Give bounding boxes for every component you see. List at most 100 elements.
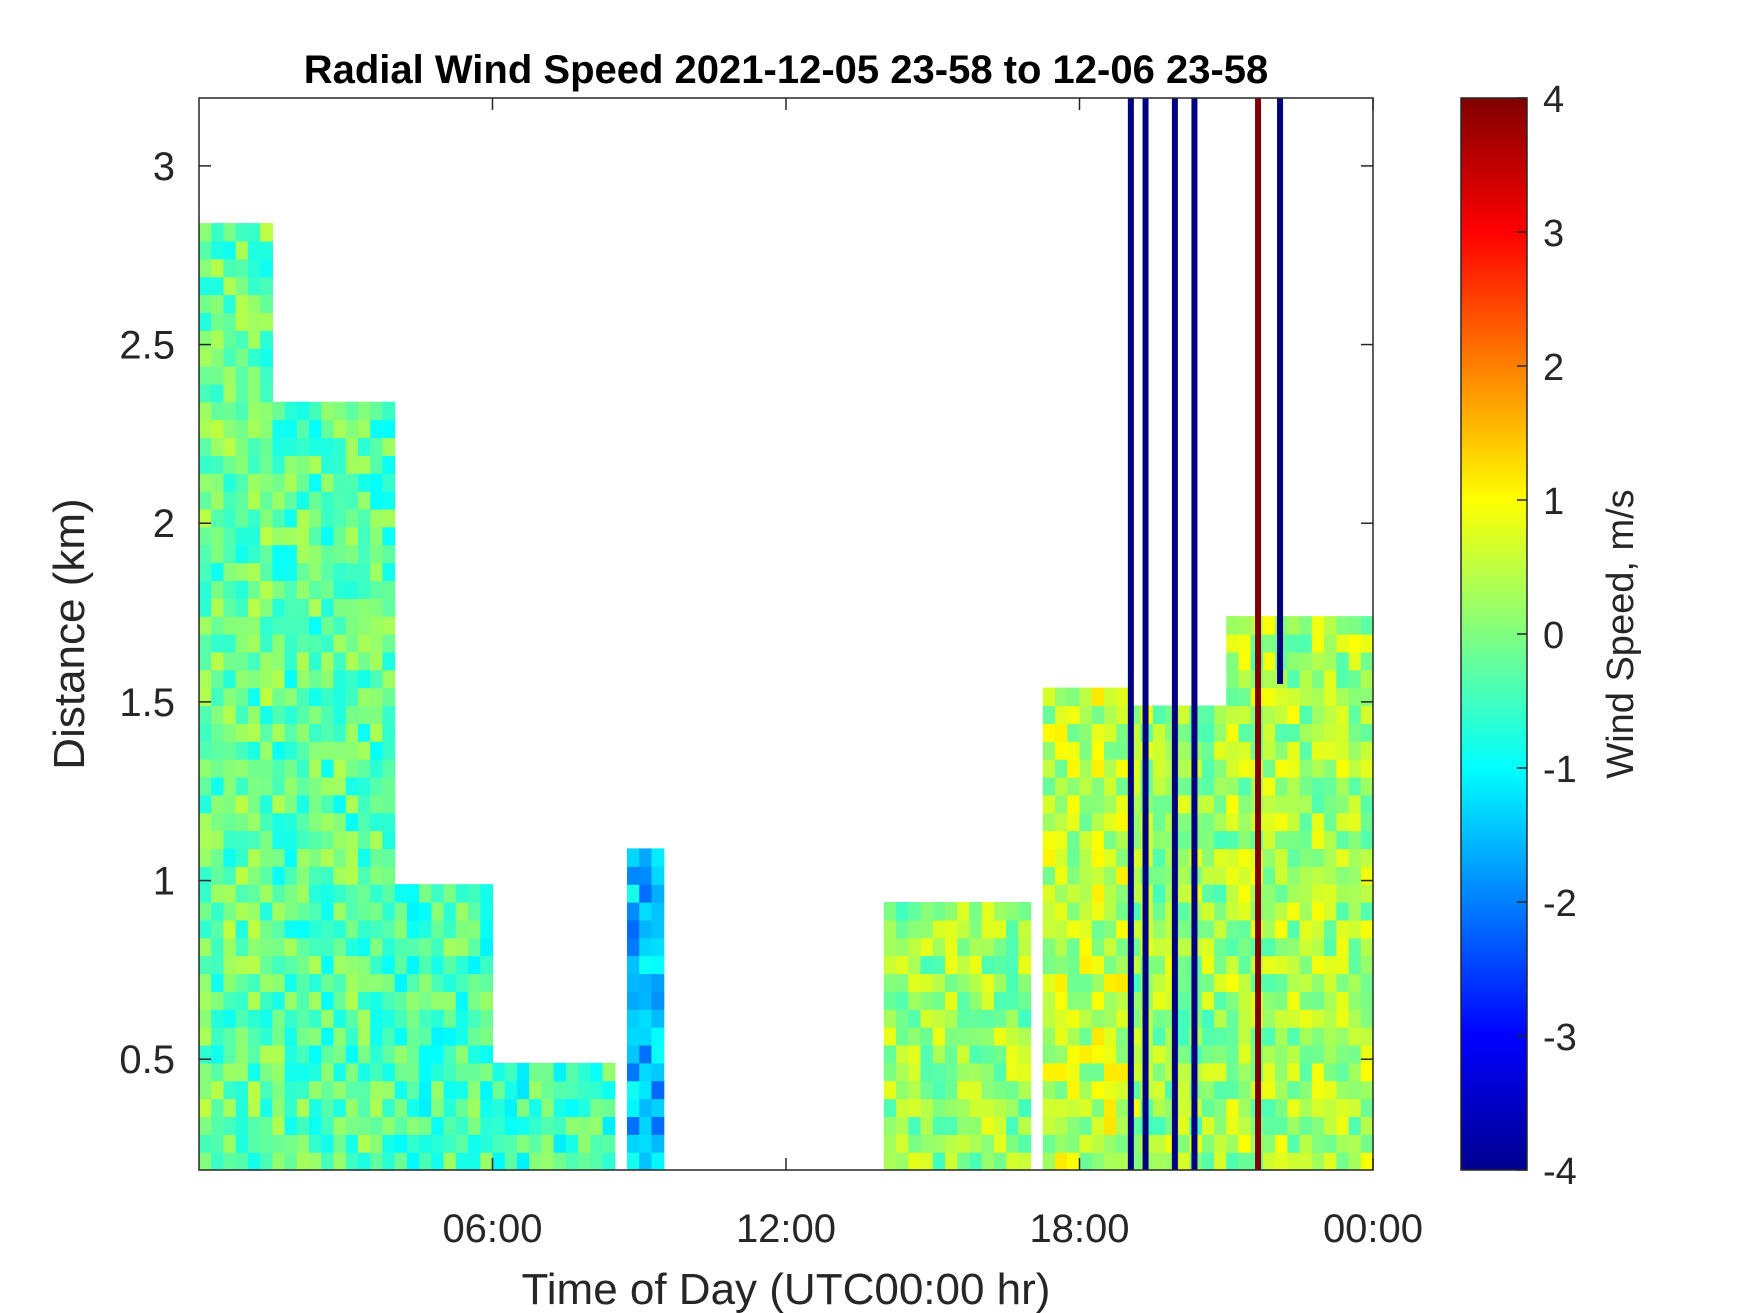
heatmap-cell (247, 1098, 261, 1117)
heatmap-cell (247, 455, 261, 474)
heatmap-cell (296, 491, 310, 510)
heatmap-cell (247, 669, 261, 689)
heatmap-cell (1336, 705, 1350, 724)
heatmap-cell (296, 830, 310, 849)
heatmap-cell (1226, 812, 1240, 832)
heatmap-cell (321, 651, 335, 671)
heatmap-cell (1348, 1027, 1362, 1046)
heatmap-cell (896, 937, 909, 957)
heatmap-cell (406, 1080, 420, 1100)
heatmap-cell (211, 383, 225, 403)
heatmap-cell (272, 616, 286, 635)
heatmap-cell (1042, 848, 1056, 867)
heatmap-cell (223, 580, 237, 599)
heatmap-cell (382, 741, 396, 760)
heatmap-cell (1055, 723, 1068, 742)
heatmap-cell (382, 401, 396, 421)
heatmap-cell (357, 812, 371, 832)
heatmap-cell (1091, 1062, 1105, 1082)
heatmap-cell (272, 1116, 286, 1135)
heatmap-cell (345, 973, 359, 992)
heatmap-cell (1262, 1116, 1276, 1135)
heatmap-cell (1287, 1116, 1301, 1135)
heatmap-cell (578, 1098, 591, 1117)
heatmap-cell (1311, 776, 1325, 796)
heatmap-cell (1226, 919, 1240, 939)
heatmap-cell (333, 973, 347, 992)
heatmap-cell (406, 884, 420, 903)
heatmap-cell (211, 794, 225, 814)
heatmap-cell (419, 1134, 432, 1153)
heatmap-cell (260, 348, 273, 367)
heatmap-cell (1262, 1098, 1276, 1117)
heatmap-cell (345, 562, 359, 581)
heatmap-cell (235, 902, 249, 921)
heatmap-cell (357, 634, 371, 653)
heatmap-cell (419, 1044, 432, 1064)
heatmap-cell (431, 1062, 445, 1082)
heatmap-cell (1055, 759, 1068, 778)
heatmap-cell (1348, 937, 1362, 957)
heatmap-cell (1336, 634, 1350, 653)
heatmap-cell (357, 1134, 371, 1153)
heatmap-cell (419, 919, 432, 939)
heatmap-cell (480, 902, 494, 921)
heatmap-cell (284, 1134, 298, 1153)
heatmap-cell (345, 812, 359, 832)
heatmap-cell (1116, 759, 1130, 778)
heatmap-cell (296, 902, 310, 921)
heatmap-cell (1018, 955, 1032, 975)
heatmap-cell (480, 955, 494, 975)
heatmap-cell (1262, 919, 1276, 939)
heatmap-cell (1348, 884, 1362, 903)
heatmap-cell (199, 1027, 212, 1046)
heatmap-cell (1091, 687, 1105, 707)
heatmap-cell (211, 616, 225, 635)
heatmap-cell (1287, 776, 1301, 796)
heatmap-cell (1152, 973, 1166, 992)
heatmap-cell (1067, 884, 1081, 903)
heatmap-cell (896, 955, 909, 975)
heatmap-cell (1177, 1062, 1191, 1082)
heatmap-cell (1360, 759, 1373, 778)
heatmap-cell (247, 759, 261, 778)
heatmap-cell (321, 1062, 335, 1082)
heatmap-cell (1262, 812, 1276, 832)
heatmap-cell (357, 1044, 371, 1064)
heatmap-cell (1042, 1027, 1056, 1046)
heatmap-cell (896, 919, 909, 939)
heatmap-cell (627, 1098, 640, 1117)
heatmap-cell (357, 902, 371, 921)
heatmap-cell (1299, 723, 1313, 742)
heatmap-cell (296, 1044, 310, 1064)
heatmap-cell (431, 1134, 445, 1153)
heatmap-cell (529, 1134, 543, 1153)
heatmap-cell (309, 437, 322, 456)
heatmap-cell (468, 955, 481, 975)
heatmap-cell (1006, 919, 1019, 939)
heatmap-cell (333, 866, 347, 885)
heatmap-cell (639, 955, 653, 975)
heatmap-cell (260, 812, 273, 832)
heatmap-cell (1238, 1044, 1252, 1064)
heatmap-cell (296, 473, 310, 492)
heatmap-cell (1262, 902, 1276, 921)
heatmap-cell (1287, 705, 1301, 724)
heatmap-cell (896, 1098, 909, 1117)
heatmap-cell (272, 1009, 286, 1028)
heatmap-cell (321, 991, 335, 1010)
heatmap-cell (382, 1044, 396, 1064)
heatmap-cell (920, 1098, 934, 1117)
heatmap-cell (1177, 973, 1191, 992)
heatmap-cell (309, 455, 322, 474)
heatmap-cell (1079, 902, 1093, 921)
heatmap-cell (199, 1062, 212, 1082)
heatmap-cell (651, 973, 665, 992)
heatmap-cell (1152, 884, 1166, 903)
heatmap-band (1142, 98, 1149, 1170)
heatmap-cell (223, 723, 237, 742)
heatmap-cell (1055, 776, 1068, 796)
heatmap-cell (284, 776, 298, 796)
heatmap-cell (247, 526, 261, 546)
heatmap-cell (296, 723, 310, 742)
